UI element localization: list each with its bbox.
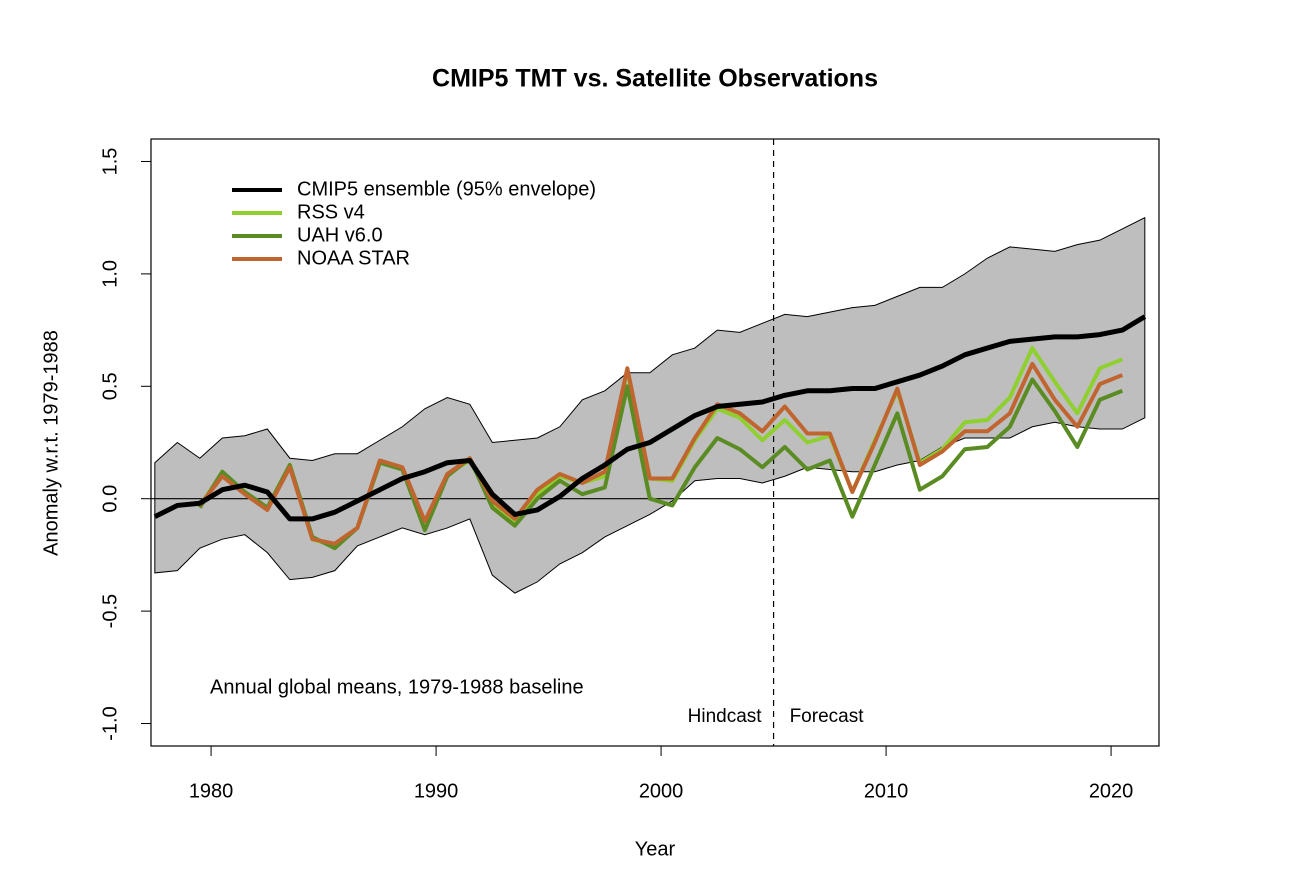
y-tick-label: 0.0: [99, 485, 121, 513]
x-tick-label: 1990: [414, 780, 459, 802]
chart-title: CMIP5 TMT vs. Satellite Observations: [432, 65, 878, 93]
y-tick-label: 1.5: [99, 148, 121, 176]
legend-label: NOAA STAR: [297, 247, 410, 269]
series-line: [198, 361, 1124, 546]
plot-area: [151, 139, 1159, 746]
legend-label: RSS v4: [297, 201, 365, 223]
legend-label: UAH v6.0: [297, 224, 383, 246]
x-tick-label: 2010: [864, 780, 909, 802]
x-axis-label: Year: [635, 838, 676, 860]
legend-label: CMIP5 ensemble (95% envelope): [297, 178, 596, 200]
plot-frame: [150, 138, 1160, 747]
envelope: [154, 216, 1146, 594]
y-axis-label: Anomaly w.r.t. 1979-1988: [40, 330, 62, 556]
y-tick-label: -0.5: [99, 594, 121, 628]
series-line: [153, 314, 1147, 522]
y-tick-label: 1.0: [99, 260, 121, 288]
y-tick-label: 0.5: [99, 372, 121, 400]
x-tick-label: 2000: [639, 780, 684, 802]
y-tick-label: -1.0: [99, 706, 121, 740]
annotation: Annual global means, 1979-1988 baseline: [210, 676, 584, 698]
annotation: Hindcast: [688, 706, 763, 727]
x-tick-label: 1980: [189, 780, 234, 802]
annotation: Forecast: [790, 706, 865, 727]
x-tick-label: 2020: [1089, 780, 1134, 802]
